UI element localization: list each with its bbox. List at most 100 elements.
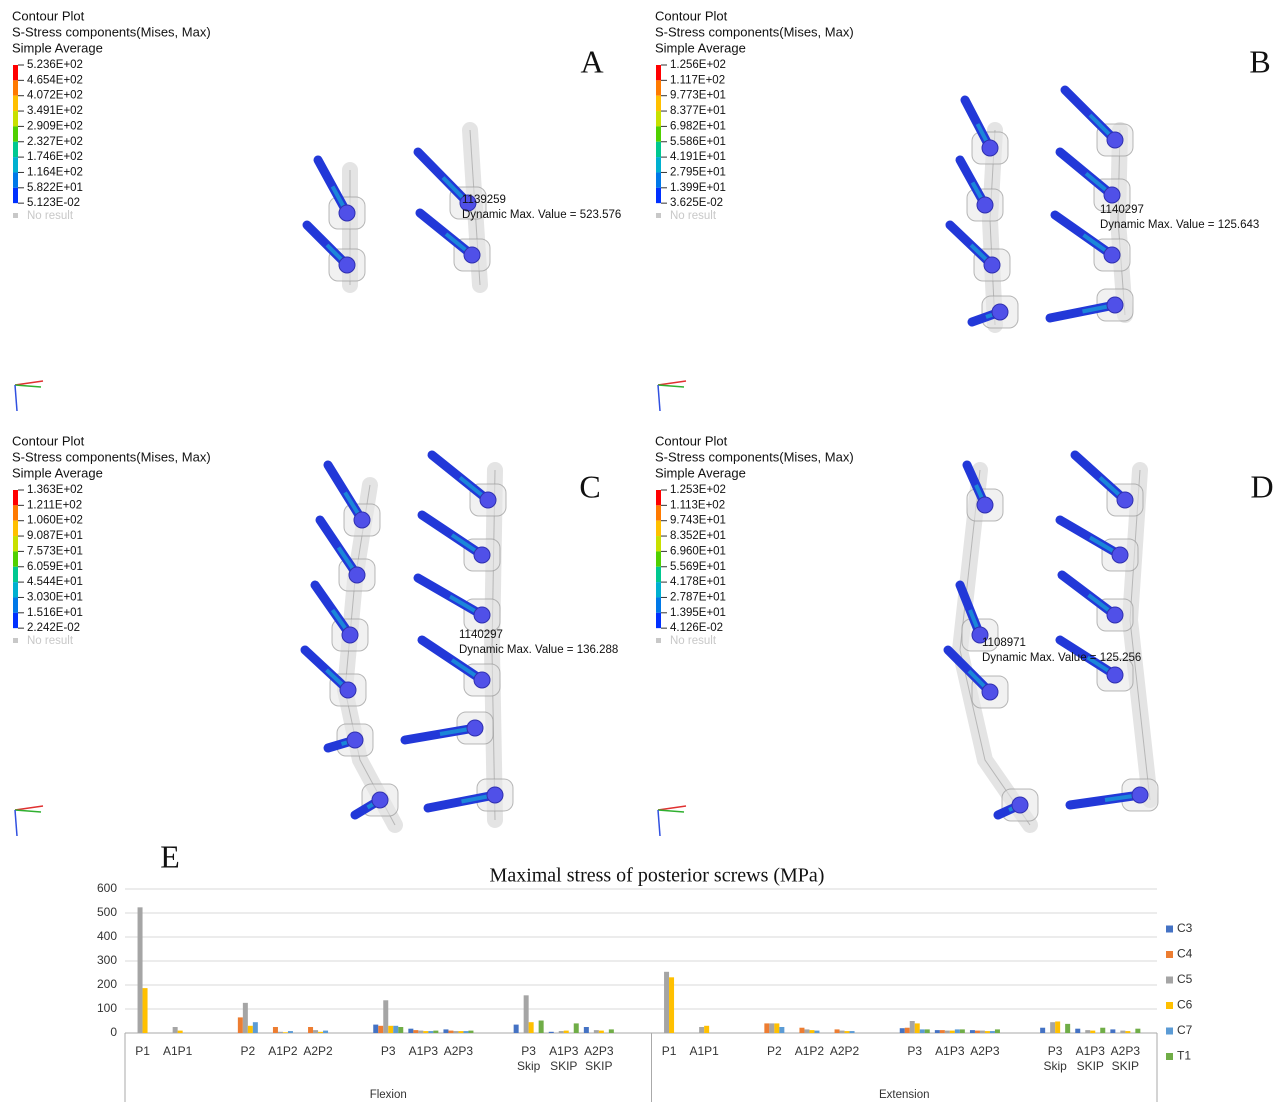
plot-title: Simple Average bbox=[655, 40, 746, 55]
legend-swatch bbox=[656, 188, 661, 203]
legend-swatch bbox=[13, 582, 18, 597]
legend-swatch bbox=[13, 490, 18, 505]
bar bbox=[599, 1031, 604, 1033]
figure: Contour PlotS-Stress components(Mises, M… bbox=[0, 0, 1279, 1102]
screw-head bbox=[464, 247, 480, 263]
screw-head bbox=[487, 787, 503, 803]
bar bbox=[1055, 1021, 1060, 1033]
group-label: Flexion bbox=[370, 1089, 407, 1101]
x-tick-label: A2P3 bbox=[967, 1044, 1003, 1059]
screw-head bbox=[467, 720, 483, 736]
legend-label: 9.087E+01 bbox=[27, 530, 83, 542]
bar bbox=[173, 1027, 178, 1033]
max-value: Dynamic Max. Value = 136.288 bbox=[459, 644, 618, 656]
legend-swatch bbox=[13, 65, 18, 80]
legend-label: 4.178E+01 bbox=[670, 576, 726, 588]
bar bbox=[253, 1022, 258, 1033]
x-tick-label: P3 Skip bbox=[511, 1044, 547, 1074]
bar bbox=[809, 1030, 814, 1033]
x-tick-label: P2 bbox=[756, 1044, 792, 1059]
bar bbox=[143, 988, 148, 1033]
node-id: 1140297 bbox=[459, 629, 503, 641]
bar bbox=[669, 977, 674, 1033]
legend-swatch bbox=[13, 505, 18, 520]
max-value: Dynamic Max. Value = 523.576 bbox=[462, 209, 621, 221]
bar bbox=[373, 1025, 378, 1033]
legend-swatch bbox=[13, 613, 18, 628]
x-tick-label: A1P1 bbox=[686, 1044, 722, 1059]
panel-letter: E bbox=[160, 838, 180, 874]
plot-title: Contour Plot bbox=[655, 433, 728, 448]
bar bbox=[243, 1003, 248, 1033]
bar bbox=[418, 1031, 423, 1033]
bar bbox=[428, 1031, 433, 1033]
triad bbox=[15, 810, 41, 812]
panel-letter: A bbox=[580, 43, 603, 79]
y-tick-label: 200 bbox=[97, 977, 117, 991]
legend-label: 1.399E+01 bbox=[670, 182, 726, 194]
no-result-swatch bbox=[13, 213, 18, 218]
bar bbox=[378, 1026, 383, 1033]
bar bbox=[704, 1026, 709, 1033]
x-tick-label: A1P3 bbox=[405, 1044, 441, 1059]
legend-label: 1.395E+01 bbox=[670, 607, 726, 619]
bar bbox=[539, 1021, 544, 1033]
bar bbox=[905, 1028, 910, 1033]
screw-head bbox=[1012, 797, 1028, 813]
bar bbox=[423, 1031, 428, 1033]
legend-label: 2.909E+02 bbox=[27, 120, 83, 132]
legend-swatch bbox=[656, 567, 661, 582]
x-tick-label: A2P3 bbox=[440, 1044, 476, 1059]
bar bbox=[995, 1029, 1000, 1033]
legend-swatch bbox=[13, 126, 18, 141]
bar bbox=[985, 1031, 990, 1033]
legend-swatch bbox=[13, 80, 18, 95]
bar bbox=[1135, 1029, 1140, 1033]
legend-swatch bbox=[656, 613, 661, 628]
plot-title: S-Stress components(Mises, Max) bbox=[655, 449, 854, 464]
legend-label: C5 bbox=[1177, 972, 1193, 986]
max-value: Dynamic Max. Value = 125.643 bbox=[1100, 219, 1259, 231]
bar bbox=[388, 1026, 393, 1033]
plot-title: Simple Average bbox=[12, 40, 103, 55]
bar bbox=[1075, 1029, 1080, 1033]
bar bbox=[1100, 1028, 1105, 1033]
legend-swatch bbox=[1166, 926, 1173, 933]
bar bbox=[774, 1023, 779, 1033]
bar bbox=[313, 1030, 318, 1033]
bar bbox=[529, 1022, 534, 1033]
x-tick-label: A1P2 bbox=[791, 1044, 827, 1059]
group-label: Extension bbox=[879, 1089, 930, 1101]
plot-title: S-Stress components(Mises, Max) bbox=[12, 24, 211, 39]
panel-letter: B bbox=[1249, 43, 1270, 79]
screw-head bbox=[977, 197, 993, 213]
bar bbox=[574, 1023, 579, 1033]
bar bbox=[238, 1017, 243, 1033]
legend-label: C7 bbox=[1177, 1023, 1193, 1037]
legend-label: 4.544E+01 bbox=[27, 576, 83, 588]
bar bbox=[308, 1027, 313, 1033]
screw-head bbox=[1104, 187, 1120, 203]
bar bbox=[433, 1031, 438, 1033]
x-tick-label: A2P2 bbox=[300, 1044, 336, 1059]
bar bbox=[398, 1027, 403, 1033]
screw-head bbox=[342, 627, 358, 643]
legend-swatch bbox=[656, 111, 661, 126]
bar bbox=[799, 1028, 804, 1033]
triad bbox=[658, 381, 686, 385]
bar bbox=[564, 1031, 569, 1033]
legend-swatch bbox=[13, 96, 18, 111]
legend-label: 1.060E+02 bbox=[27, 515, 83, 527]
bar bbox=[1090, 1031, 1095, 1033]
legend-swatch bbox=[656, 582, 661, 597]
plot-title: Simple Average bbox=[655, 465, 746, 480]
no-result-swatch bbox=[656, 213, 661, 218]
x-tick-label: A1P2 bbox=[265, 1044, 301, 1059]
bar bbox=[925, 1029, 930, 1033]
bar bbox=[1065, 1024, 1070, 1033]
bar bbox=[413, 1030, 418, 1033]
no-result-swatch bbox=[656, 638, 661, 643]
bar bbox=[549, 1032, 554, 1033]
legend-label: 4.126E-02 bbox=[670, 622, 723, 634]
triad bbox=[15, 381, 43, 385]
